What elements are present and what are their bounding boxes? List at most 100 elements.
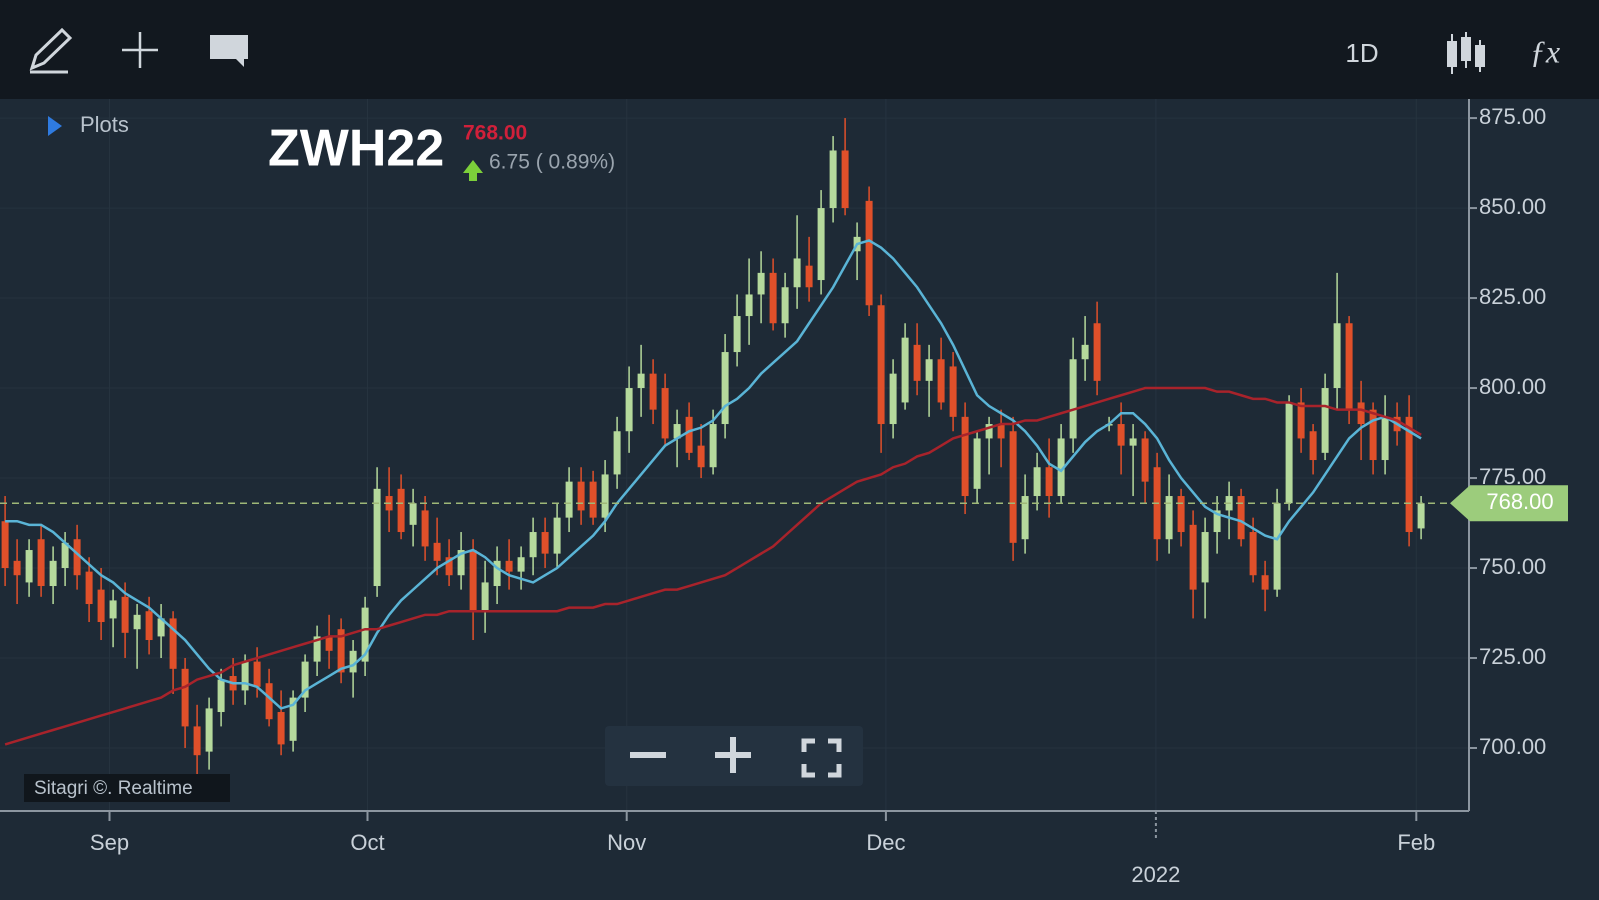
candle-body (529, 532, 537, 558)
candle-body (1249, 532, 1257, 576)
chart-type-tool[interactable] (1447, 32, 1485, 74)
candle-body (73, 539, 81, 576)
candle-body (49, 560, 57, 587)
zoom-out[interactable] (630, 752, 666, 758)
candle-body (817, 208, 825, 281)
candle-body (1, 521, 9, 569)
pencil-tool[interactable] (29, 27, 73, 74)
candle-body (1369, 409, 1377, 461)
candle-body (961, 416, 969, 497)
symbol: ZWH22 (268, 120, 444, 178)
candle-body (1261, 575, 1269, 590)
candle-body (601, 474, 609, 518)
candle-body (1213, 510, 1221, 533)
candle-body (169, 618, 177, 669)
candle-body (397, 488, 405, 533)
candle-body (325, 636, 333, 651)
last-price: 768.00 (463, 122, 527, 145)
candle-body (721, 352, 729, 425)
candle-body (589, 481, 597, 518)
current-price-tag (1450, 485, 1568, 522)
candle-body (1357, 402, 1365, 425)
candle-body (97, 589, 105, 623)
y-tick-label: 850.00 (1479, 194, 1546, 219)
y-tick-label: 750.00 (1479, 554, 1546, 579)
candle-body (805, 265, 813, 288)
candle-body (181, 668, 189, 727)
fullscreen[interactable] (801, 738, 842, 778)
candle-body (1129, 438, 1137, 446)
x-tick-label: Sep (90, 830, 129, 855)
candle-body (1165, 496, 1173, 540)
comment-tool[interactable] (210, 35, 248, 67)
candle-body (1297, 402, 1305, 439)
candle-body (997, 424, 1005, 439)
candle-body (1117, 424, 1125, 446)
candle-body (769, 272, 777, 324)
candle-body (433, 542, 441, 561)
candle-body (901, 337, 909, 403)
candle-body (973, 438, 981, 489)
candle-body (985, 424, 993, 439)
y-tick-label: 800.00 (1479, 374, 1546, 399)
toolbar (0, 0, 1599, 99)
plots-label[interactable]: Plots (80, 112, 129, 137)
candle-body (625, 388, 633, 432)
candle-body (697, 445, 705, 468)
candle-body (445, 557, 453, 576)
x-tick-label: 2022 (1131, 862, 1180, 887)
candle-body (949, 366, 957, 417)
candle-body (865, 200, 873, 306)
candle-body (37, 539, 45, 587)
candle-body (409, 503, 417, 525)
candle-body (553, 517, 561, 554)
candle-body (493, 560, 501, 587)
candle-body (1237, 496, 1245, 540)
candle-body (793, 258, 801, 288)
plots-toggle[interactable] (48, 116, 62, 136)
candle-body (1285, 402, 1293, 504)
x-tick-label: Oct (350, 830, 384, 855)
candle-body (637, 373, 645, 389)
candle-body (781, 287, 789, 324)
zoom-in[interactable] (715, 737, 751, 773)
candle-body (685, 416, 693, 453)
candle-body (1381, 416, 1389, 461)
candle-body (1141, 438, 1149, 482)
candle-body (469, 550, 477, 612)
crosshair-tool[interactable] (122, 32, 158, 68)
candle-body (1021, 496, 1029, 540)
price-change: 6.75 ( 0.89%) (489, 151, 615, 174)
candle-body (541, 532, 549, 554)
candle-body (157, 618, 165, 637)
candle-body (1057, 438, 1065, 497)
candle-body (337, 629, 345, 673)
moving-average (4, 386, 1422, 746)
candle-body (13, 560, 21, 576)
x-tick-label: Nov (607, 830, 646, 855)
indicator-tool[interactable]: ƒx (1530, 33, 1560, 69)
candle-body (421, 510, 429, 547)
candle-body (145, 611, 153, 641)
y-tick-label: 825.00 (1479, 284, 1546, 309)
candle-body (745, 294, 753, 317)
credit-box (24, 774, 230, 802)
interval[interactable]: 1D (1345, 38, 1378, 68)
candle-body (1405, 416, 1413, 533)
candle-body (205, 708, 213, 752)
current-price-tag-label: 768.00 (1486, 489, 1553, 514)
y-tick-label: 700.00 (1479, 734, 1546, 759)
y-tick-label: 875.00 (1479, 104, 1546, 129)
candle-body (517, 557, 525, 572)
candle-body (193, 726, 201, 756)
candle-body (241, 661, 249, 691)
candle-body (25, 550, 33, 583)
candle-body (1321, 388, 1329, 453)
candle-body (889, 373, 897, 425)
candle-body (613, 431, 621, 475)
candle-body (85, 571, 93, 605)
candle-body (1309, 431, 1317, 461)
candle-body (829, 150, 837, 209)
candle-body (877, 305, 885, 425)
